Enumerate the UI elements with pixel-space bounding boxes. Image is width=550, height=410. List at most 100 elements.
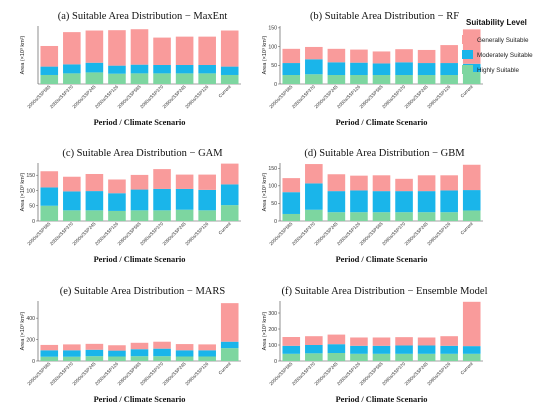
y-tick-label: 200 (26, 337, 35, 343)
bar-segment-generally-suitable (198, 36, 216, 65)
chart-panel-a: (a) Suitable Area Distribution − MaxEnt A… (20, 11, 241, 127)
bar-segment-moderately-suitable (327, 344, 346, 353)
y-tick-label: 100 (268, 44, 277, 50)
bar-segment-moderately-suitable (130, 349, 149, 357)
x-tick-label: Current (460, 361, 475, 376)
y-tick-label: 200 (268, 327, 277, 333)
bar-segment-highly-suitable (40, 356, 59, 361)
y-tick-label: 0 (274, 82, 277, 88)
bar-segment-generally-suitable (350, 175, 368, 191)
y-tick-label: 50 (271, 201, 277, 207)
bar-segment-highly-suitable (440, 353, 458, 361)
bar-segment-moderately-suitable (395, 345, 413, 354)
chart-panels: (a) Suitable Area Distribution − MaxEnt A… (20, 11, 488, 404)
bar-segment-moderately-suitable (63, 64, 81, 74)
bar-segment-moderately-suitable (282, 63, 301, 76)
y-tick-label: 0 (274, 359, 277, 365)
bar-segment-generally-suitable (350, 49, 368, 63)
x-tick-label: 2090s/SSP126 (184, 221, 210, 247)
y-tick-label: 400 (26, 316, 35, 322)
bar-segment-highly-suitable (305, 209, 323, 221)
chart-title: (f) Suitable Area Distribution − Ensembl… (282, 286, 488, 297)
chart-title: (a) Suitable Area Distribution − MaxEnt (58, 11, 228, 22)
x-axis-label: Period / Climate Scenario (94, 118, 186, 127)
legend-label-highly-suitable: Highly Suitable (477, 67, 520, 74)
bar-segment-moderately-suitable (85, 191, 104, 211)
bar-segment-moderately-suitable (395, 191, 413, 213)
bar-segment-moderately-suitable (175, 350, 194, 357)
bar-segment-moderately-suitable (198, 64, 216, 74)
chart-title: (e) Suitable Area Distribution − MARS (60, 286, 226, 297)
bar-segment-generally-suitable (63, 344, 81, 351)
bar-segment-generally-suitable (305, 336, 323, 345)
x-tick-label: Current (218, 84, 233, 99)
bar-segment-highly-suitable (63, 210, 81, 221)
bar-segment-highly-suitable (282, 353, 301, 361)
bar-segment-moderately-suitable (372, 191, 391, 213)
bar-segment-generally-suitable (108, 179, 126, 194)
y-tick-label: 50 (271, 63, 277, 69)
bar-segment-moderately-suitable (130, 189, 149, 211)
x-axis-label: Period / Climate Scenario (336, 118, 428, 127)
bar-segment-moderately-suitable (305, 183, 323, 210)
bar-segment-moderately-suitable (350, 345, 368, 354)
legend-swatch-highly-suitable (462, 65, 473, 74)
bar-segment-moderately-suitable (220, 184, 239, 206)
x-tick-label: Current (460, 221, 475, 236)
bar-segment-moderately-suitable (63, 191, 81, 211)
bar-segment-generally-suitable (175, 344, 194, 351)
x-axis-label: Period / Climate Scenario (94, 255, 186, 264)
bar-segment-generally-suitable (130, 342, 149, 350)
bar-segment-generally-suitable (130, 29, 149, 65)
bar-segment-generally-suitable (40, 45, 59, 67)
y-tick-label: 150 (268, 166, 277, 172)
bar-segment-highly-suitable (395, 75, 413, 84)
bar-segment-highly-suitable (175, 356, 194, 361)
bar-segment-moderately-suitable (282, 192, 301, 214)
bar-segment-generally-suitable (462, 301, 481, 347)
bar-segment-generally-suitable (63, 176, 81, 192)
y-axis-label: Area (×10³ km²) (20, 312, 26, 351)
y-tick-label: 0 (274, 219, 277, 225)
bar-segment-moderately-suitable (175, 64, 194, 74)
y-tick-label: 0 (32, 359, 35, 365)
bar-segment-moderately-suitable (305, 59, 323, 75)
bar-segment-generally-suitable (130, 174, 149, 190)
bar-segment-highly-suitable (153, 356, 171, 361)
bar-segment-highly-suitable (198, 210, 216, 221)
bar-segment-highly-suitable (130, 73, 149, 84)
bar-segment-moderately-suitable (440, 345, 458, 354)
bar-segment-moderately-suitable (220, 66, 239, 75)
bar-segment-moderately-suitable (327, 62, 346, 76)
x-tick-label: 2090s/SSP126 (184, 84, 210, 110)
bar-segment-highly-suitable (417, 75, 436, 84)
y-tick-label: 100 (26, 188, 35, 194)
legend-swatch-moderately-suitable (462, 50, 473, 59)
bar-segment-generally-suitable (40, 344, 59, 351)
bar-segment-generally-suitable (85, 173, 104, 192)
bar-segment-generally-suitable (462, 164, 481, 191)
bar-segment-generally-suitable (440, 175, 458, 191)
bar-segment-generally-suitable (175, 36, 194, 65)
x-tick-label: 2090s/SSP126 (426, 221, 452, 247)
bar-segment-highly-suitable (220, 205, 239, 221)
y-axis-label: Area (×10³ km²) (20, 173, 26, 212)
bar-segment-generally-suitable (372, 51, 391, 64)
bar-segment-highly-suitable (305, 353, 323, 361)
legend-title: Suitability Level (466, 18, 527, 27)
bar-segment-highly-suitable (130, 210, 149, 221)
bar-segment-generally-suitable (40, 171, 59, 188)
bar-segment-highly-suitable (372, 212, 391, 221)
bar-segment-moderately-suitable (417, 63, 436, 76)
bar-segment-moderately-suitable (63, 350, 81, 357)
legend-label-moderately-suitable: Moderately Suitable (477, 52, 533, 59)
bar-segment-highly-suitable (327, 212, 346, 221)
bar-segment-highly-suitable (153, 73, 171, 84)
bar-segment-generally-suitable (153, 169, 171, 189)
bar-segment-highly-suitable (63, 356, 81, 361)
bar-segment-highly-suitable (350, 75, 368, 84)
y-tick-label: 150 (26, 173, 35, 179)
x-tick-label: Current (218, 361, 233, 376)
bar-segment-generally-suitable (417, 49, 436, 64)
